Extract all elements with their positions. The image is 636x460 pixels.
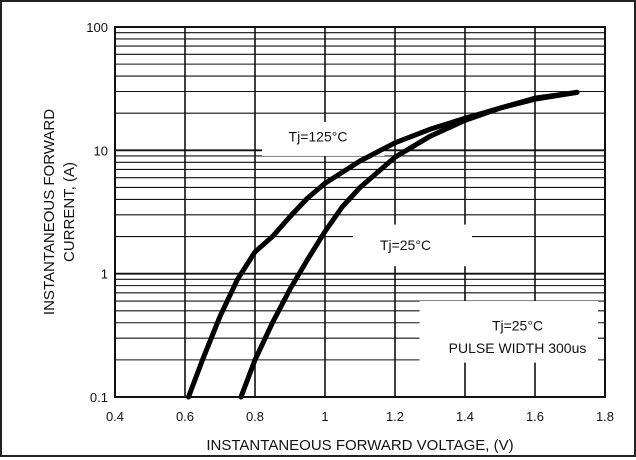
annotation-1: Tj=125°C [289,128,348,144]
x-tick-label: 1 [321,409,328,424]
annotation-4: PULSE WIDTH 300us [449,340,587,356]
forward-voltage-chart: 0.4 0.6 0.8 1 1.2 1.4 1.6 1.8 0.1 1 10 100 Tj=125°C… [41,20,614,454]
label-background [353,224,472,267]
annotation-2: Tj=25°C [380,237,431,253]
plot-border [114,26,606,398]
y-tick-label: 0.1 [90,390,108,405]
x-axis-label: INSTANTANEOUS FORWARD VOLTAGE, (V) [206,437,513,454]
x-tick-label: 0.8 [246,409,264,424]
x-tick-label: 1.4 [456,409,474,424]
x-tick-label: 0.6 [176,409,194,424]
curve-series-2 [238,89,580,400]
annotation-3: Tj=25°C [492,317,543,333]
y-tick-label: 10 [94,143,108,158]
y-axis-label-line-2: CURRENT, (A) [61,162,78,262]
x-tick-label: 1.2 [386,409,404,424]
annotation-backgrounds [262,121,598,363]
x-tick-label: 0.4 [106,409,124,424]
label-background [262,121,385,156]
label-background [419,301,598,363]
x-tick-label: 1.8 [596,409,614,424]
curves [186,89,580,400]
tick-labels: 0.4 0.6 0.8 1 1.2 1.4 1.6 1.8 0.1 1 10 100 [86,20,614,424]
y-axis-label-line-1: INSTANTANEOUS FORWARD [41,109,58,315]
y-tick-label: 1 [101,267,108,282]
x-tick-label: 1.6 [526,409,544,424]
grid [114,26,606,398]
annotations: Tj=125°C Tj=25°C Tj=25°C PULSE WIDTH 300us [289,128,587,356]
y-tick-label: 100 [86,20,108,35]
